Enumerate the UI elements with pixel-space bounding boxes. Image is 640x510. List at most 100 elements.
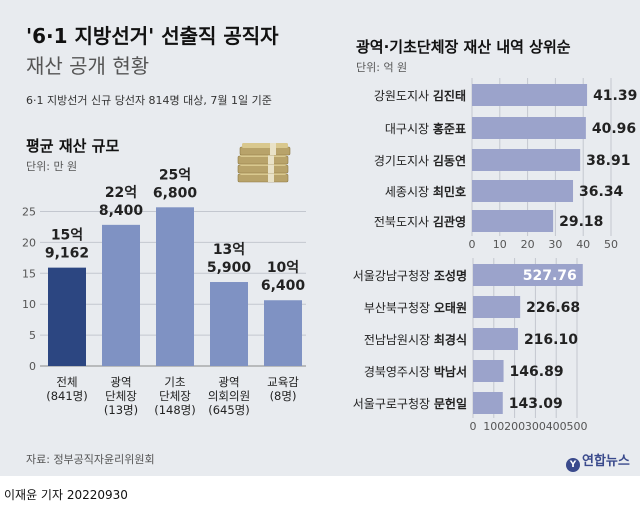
y-tick-label: 20 <box>22 236 36 249</box>
bar <box>472 149 581 171</box>
x-tick-label: 200 <box>504 420 525 433</box>
x-category-label: 단체장 <box>105 389 137 403</box>
money-bundle-top <box>242 143 288 148</box>
row-label: 강원도지사 김진태 <box>374 88 466 103</box>
office-label: 대구시장 <box>385 122 433 136</box>
data-label: 6,400 <box>261 278 306 294</box>
data-label: 6,800 <box>153 185 198 201</box>
bar <box>102 224 140 366</box>
office-label: 세종시장 <box>385 185 433 199</box>
source-note: 자료: 정부공직자윤리위원회 <box>26 453 155 466</box>
bar <box>473 392 503 414</box>
bar <box>472 180 574 202</box>
y-tick-label: 5 <box>29 329 36 342</box>
data-label: 527.76 <box>523 268 577 284</box>
money-band <box>270 143 276 155</box>
bar <box>473 264 583 286</box>
bar <box>264 300 302 366</box>
money-bundle-side <box>239 146 291 156</box>
office-label: 경북영주시장 <box>364 365 434 379</box>
person-name: 조성명 <box>434 269 467 283</box>
money-band <box>268 152 274 164</box>
x-category-label: 단체장 <box>159 389 191 403</box>
office-label: 전북도지사 <box>374 215 433 229</box>
row-label: 전북도지사 김관영 <box>374 214 466 229</box>
data-label: 216.10 <box>524 332 578 348</box>
yonhap-logo: Y 연합뉴스 <box>566 450 630 472</box>
person-name: 최민호 <box>433 184 466 199</box>
x-category-label: (841명) <box>46 389 88 403</box>
data-label: 226.68 <box>526 300 580 316</box>
bar <box>473 360 504 382</box>
person-name: 박남서 <box>434 364 467 379</box>
money-band <box>268 161 274 173</box>
yonhap-globe-icon: Y <box>566 458 580 472</box>
left-chart-unit: 단위: 만 원 <box>26 160 78 173</box>
person-name: 홍준표 <box>433 121 466 136</box>
office-label: 강원도지사 <box>374 89 433 103</box>
office-label: 서울구로구청장 <box>353 397 434 411</box>
charts-canvas: 051015202515억9,162전체(841명)22억8,400광역단체장(… <box>22 78 637 433</box>
y-tick-label: 10 <box>22 298 36 311</box>
person-name: 문헌일 <box>434 396 467 411</box>
bar <box>473 328 518 350</box>
money-bundle-side <box>237 173 289 183</box>
x-tick-label: 30 <box>548 238 562 251</box>
data-label: 5,900 <box>207 260 252 276</box>
right-bottom-bar-chart: 0 100 200 300 400 500 서울강남구청장 조성명 527.76 부산북구청장 … <box>353 258 588 433</box>
x-category-label: (8명) <box>270 389 297 403</box>
person-name: 최경식 <box>434 332 467 347</box>
y-tick-label: 15 <box>22 267 36 280</box>
bar <box>472 117 586 139</box>
money-bundle-side <box>237 164 289 174</box>
data-label: 15억 <box>51 228 83 244</box>
row-label: 경기도지사 김동연 <box>374 153 466 168</box>
row-label: 서울구로구청장 문헌일 <box>353 396 467 411</box>
logo-text: 연합뉴스 <box>582 454 630 469</box>
person-name: 김진태 <box>433 88 466 103</box>
x-tick-label: 20 <box>521 238 535 251</box>
x-category-label: (148명) <box>154 403 196 417</box>
x-category-label: 기초 <box>164 375 185 389</box>
main-title: '6·1 지방선거' 선출직 공직자 <box>26 24 279 48</box>
data-label: 13억 <box>213 242 245 258</box>
subtitle: 6·1 지방선거 신규 당선자 814명 대상, 7월 1일 기준 <box>26 94 272 107</box>
row-label: 경북영주시장 박남서 <box>364 364 467 379</box>
bar <box>472 84 588 106</box>
bar <box>472 210 554 232</box>
office-label: 전남남원시장 <box>364 333 434 347</box>
x-tick-label: 50 <box>604 238 618 251</box>
x-tick-label: 300 <box>525 420 546 433</box>
y-tick-label: 0 <box>29 360 36 373</box>
left-chart-title: 평균 재산 규모 <box>26 137 120 155</box>
credit-line: 이재윤 기자 20220930 <box>4 488 128 502</box>
bar <box>473 296 521 318</box>
x-tick-label: 10 <box>493 238 507 251</box>
data-label: 38.91 <box>586 153 630 169</box>
data-label: 9,162 <box>45 246 89 262</box>
bar <box>156 207 194 366</box>
row-label: 부산북구청장 오태원 <box>364 300 467 315</box>
data-label: 40.96 <box>592 121 636 137</box>
data-label: 10억 <box>267 260 299 276</box>
bar <box>48 267 86 366</box>
x-tick-label: 100 <box>483 420 504 433</box>
right-chart-title: 광역·기초단체장 재산 내역 상위순 <box>356 38 571 56</box>
x-tick-label: 400 <box>546 420 567 433</box>
right-top-bar-chart: 0 10 20 30 40 50 강원도지사 김진태 41.39 대구시장 홍준표 40.96 경기… <box>374 78 637 251</box>
x-category-label: 교육감 <box>267 375 299 389</box>
office-label: 부산북구청장 <box>364 301 434 315</box>
data-label: 22억 <box>105 185 137 201</box>
row-label: 전남남원시장 최경식 <box>364 332 467 347</box>
row-label: 세종시장 최민호 <box>385 184 466 199</box>
main-title-line2: 재산 공개 현황 <box>26 54 150 78</box>
x-tick-label: 0 <box>469 238 476 251</box>
data-label: 146.89 <box>510 364 564 380</box>
x-category-label: 전체 <box>56 375 77 389</box>
row-label: 서울강남구청장 조성명 <box>353 269 467 283</box>
x-category-label: 광역 <box>110 375 131 389</box>
x-category-label: 의회의원 <box>208 389 250 403</box>
x-category-label: (645명) <box>208 403 250 417</box>
data-label: 29.18 <box>559 214 603 230</box>
